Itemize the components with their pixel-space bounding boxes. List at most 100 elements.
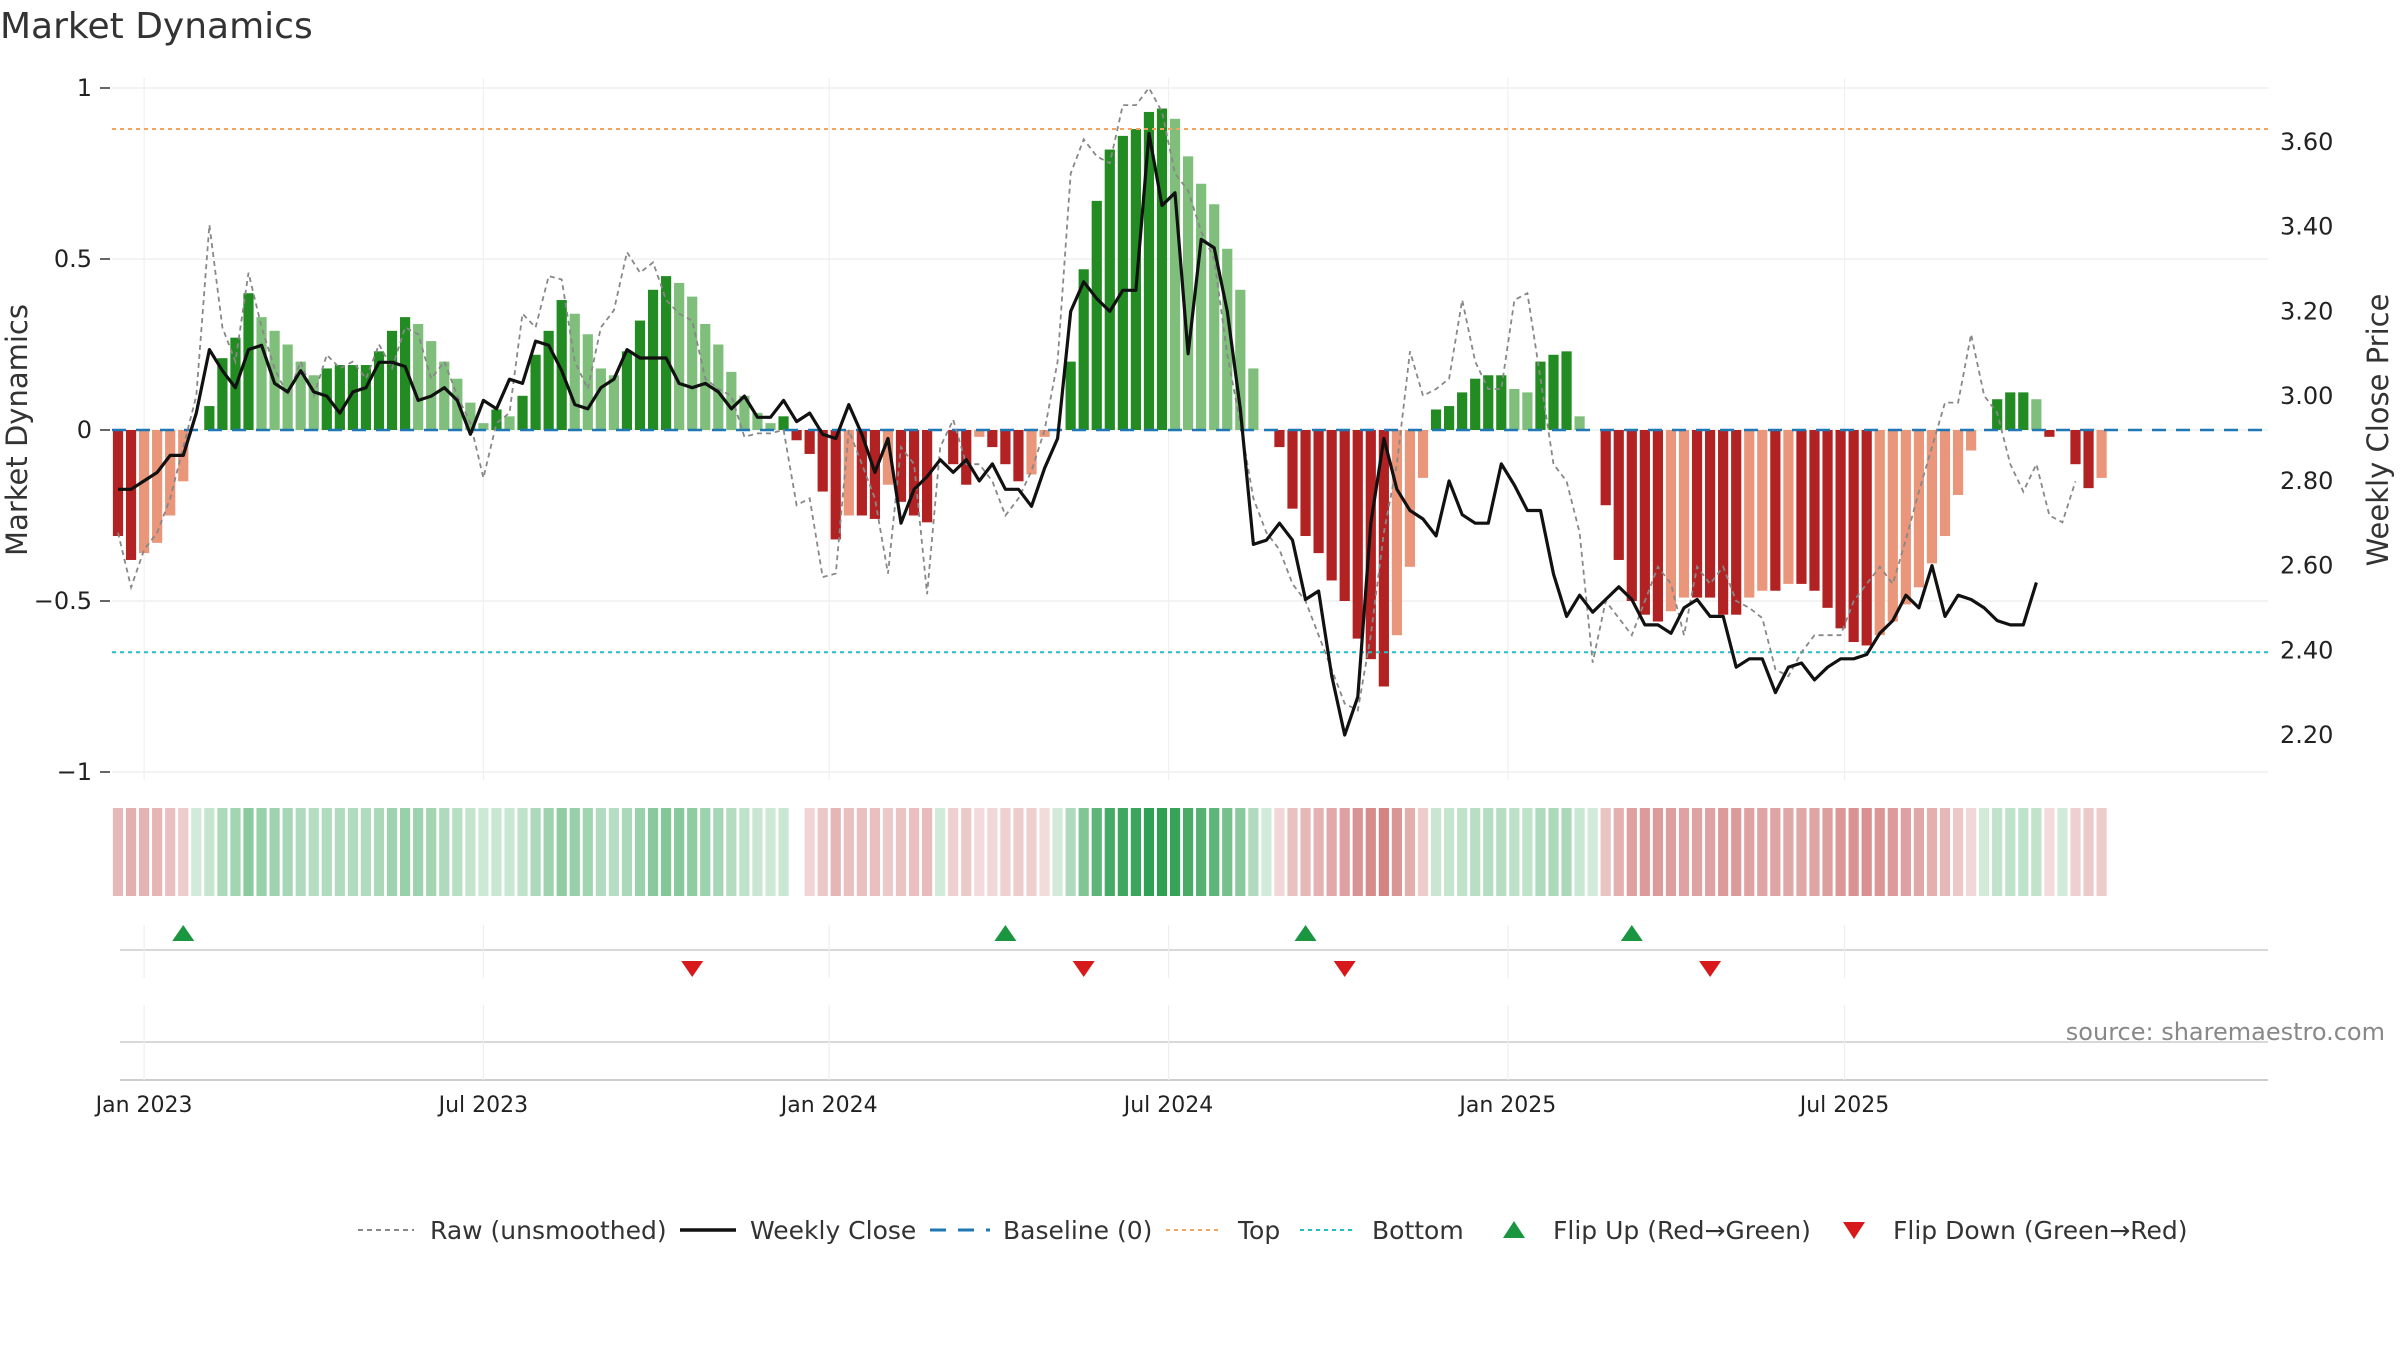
heat-cell <box>1417 808 1429 896</box>
heat-cell <box>204 808 215 896</box>
dynamics-bar <box>543 330 554 430</box>
heat-cell <box>1404 808 1416 896</box>
dynamics-bar <box>2005 392 2016 430</box>
dynamics-bar <box>661 276 672 430</box>
heat-cell <box>2096 808 2107 896</box>
dynamics-bar <box>282 344 293 430</box>
heat-cell <box>621 808 633 896</box>
dynamics-bar <box>1665 430 1677 612</box>
dynamics-bar <box>1457 392 1468 430</box>
dynamics-bar <box>1483 375 1494 430</box>
date-tick-label: Jul 2023 <box>437 1093 529 1118</box>
legend-label: Flip Up (Red→Green) <box>1553 1216 1811 1245</box>
dynamics-bar <box>530 354 541 430</box>
y2-tick-label: 2.60 <box>2280 552 2333 580</box>
heat-cell <box>439 808 450 896</box>
heat-cell <box>530 808 541 896</box>
heat-cell <box>1104 808 1115 896</box>
dynamics-bar <box>334 365 345 430</box>
heat-cell <box>1013 808 1024 896</box>
dynamics-bar <box>1887 430 1898 622</box>
heat-cell <box>608 808 619 896</box>
heat-cell <box>2057 808 2068 896</box>
heat-cell <box>1156 808 1168 896</box>
heat-cell <box>1052 808 1063 896</box>
dynamics-bar <box>778 416 789 430</box>
heat-cell <box>191 808 202 896</box>
dynamics-bar <box>1169 118 1181 430</box>
flip-down-marker <box>1333 961 1356 977</box>
dynamics-bar <box>517 395 528 430</box>
dynamics-bar <box>908 430 920 516</box>
heat-cell <box>1809 808 1820 896</box>
dynamics-bar <box>426 341 437 430</box>
dynamics-bar <box>948 430 959 465</box>
heat-cell <box>452 808 463 896</box>
legend-flip-up-swatch <box>1503 1221 1525 1238</box>
heat-cell <box>1078 808 1089 896</box>
dynamics-bar <box>961 430 972 485</box>
dynamics-bar <box>1391 430 1402 636</box>
heat-cell <box>400 808 411 896</box>
heat-cell <box>1913 808 1924 896</box>
heat-cell <box>1091 808 1102 896</box>
heat-cell <box>1117 808 1128 896</box>
heat-cell <box>1261 808 1272 896</box>
dynamics-bar <box>739 395 750 430</box>
heat-cell <box>1287 808 1298 896</box>
heat-cell <box>2070 808 2081 896</box>
heat-cell <box>1457 808 1468 896</box>
heat-cell <box>1835 808 1846 896</box>
y-tick-label: 0 <box>77 416 92 444</box>
dynamics-bar <box>1691 430 1703 598</box>
dynamics-bar <box>1639 430 1650 615</box>
heat-cell <box>1130 808 1141 896</box>
heat-cell <box>1705 808 1716 896</box>
dynamics-bar <box>373 351 385 430</box>
heat-cell <box>1522 808 1533 896</box>
dynamics-bar <box>1861 430 1872 646</box>
heat-cell <box>908 808 920 896</box>
dynamics-bar <box>1731 430 1742 615</box>
heat-strip <box>112 808 2107 896</box>
legend-label: Flip Down (Green→Red) <box>1893 1216 2188 1245</box>
heat-cell <box>922 808 933 896</box>
heat-cell <box>1861 808 1872 896</box>
dynamics-bar <box>165 430 176 516</box>
y-tick-label: 0.5 <box>54 245 92 273</box>
y2-axis-label: Weekly Close Price <box>2361 294 2395 567</box>
heat-cell <box>830 808 841 896</box>
dynamics-bar <box>1848 430 1859 643</box>
dynamics-bar <box>1326 430 1337 581</box>
dynamics-bar <box>1705 430 1716 598</box>
heat-cell <box>1848 808 1859 896</box>
heat-cell <box>1000 808 1011 896</box>
legend-label: Raw (unsmoothed) <box>430 1216 667 1245</box>
heat-cell <box>1365 808 1376 896</box>
heat-cell <box>1887 808 1898 896</box>
dynamics-bar <box>582 334 593 430</box>
dynamics-bar <box>1522 392 1533 430</box>
heat-cell <box>634 808 646 896</box>
dynamics-bar <box>804 430 815 454</box>
heat-cell <box>1926 808 1938 896</box>
heat-cell <box>334 808 345 896</box>
heat-cell <box>556 808 567 896</box>
dynamics-bar <box>2070 430 2081 465</box>
heat-cell <box>1169 808 1181 896</box>
dynamics-bar <box>1770 430 1781 591</box>
legend-label: Weekly Close <box>750 1216 916 1245</box>
y-tick-label: 1 <box>77 74 92 102</box>
heat-cell <box>1900 808 1911 896</box>
heat-cell <box>1691 808 1703 896</box>
heat-cell <box>961 808 972 896</box>
heat-cell <box>1639 808 1650 896</box>
heat-cell <box>1587 808 1598 896</box>
y2-tick-label: 2.40 <box>2280 636 2333 664</box>
heat-cell <box>2044 808 2055 896</box>
heat-cell <box>1992 808 2003 896</box>
heat-cell <box>1561 808 1572 896</box>
heat-cell <box>1874 808 1885 896</box>
dynamics-bar <box>1339 430 1350 601</box>
heat-cell <box>178 808 189 896</box>
